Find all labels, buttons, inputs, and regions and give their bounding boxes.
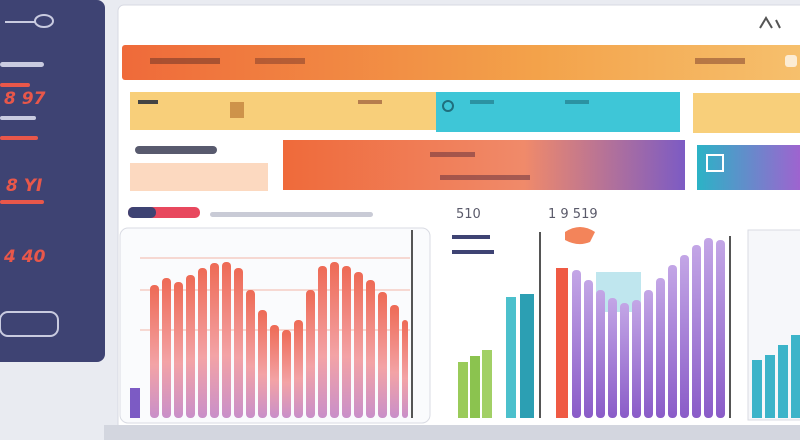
card — [436, 92, 680, 132]
decor-bar — [130, 388, 140, 418]
decor-bars — [752, 335, 800, 418]
window-shadow — [104, 425, 800, 440]
card-text-placeholder — [358, 100, 382, 104]
banner-text-placeholder — [440, 175, 530, 180]
header-bar — [122, 45, 800, 80]
header-text-placeholder — [255, 58, 305, 64]
section-label — [135, 146, 217, 154]
header-icon[interactable] — [785, 55, 797, 67]
menu-line — [0, 83, 30, 87]
card — [693, 93, 800, 133]
hand-illustration — [565, 227, 595, 245]
card — [130, 163, 268, 191]
sidebar-item[interactable]: 4 40 — [3, 247, 46, 267]
chart-legend — [452, 250, 494, 254]
card-text-placeholder — [138, 100, 158, 104]
menu-line — [0, 116, 36, 120]
menu-line — [0, 200, 44, 204]
header-text-placeholder — [150, 58, 220, 64]
decor-bars — [150, 262, 408, 418]
decor-bars — [556, 238, 725, 418]
decor-bars — [458, 294, 534, 418]
card-icon[interactable] — [706, 154, 724, 172]
banner-text-placeholder — [430, 152, 475, 157]
chart-legend — [452, 235, 490, 239]
header-text-placeholder — [695, 58, 745, 64]
tab-line — [210, 212, 373, 217]
window-icon[interactable] — [759, 16, 781, 29]
tab-part — [128, 207, 156, 218]
sidebar-item[interactable]: 8 97 — [4, 89, 46, 109]
sidebar — [0, 0, 105, 362]
card-icon — [230, 102, 244, 118]
menu-line — [0, 136, 38, 140]
sidebar-item[interactable]: 8 YI — [6, 176, 42, 196]
card-text-placeholder — [565, 100, 589, 104]
chart-label: 1 9 519 — [548, 207, 598, 222]
card — [130, 92, 436, 130]
sidebar-button[interactable] — [0, 311, 59, 337]
banner — [283, 140, 685, 190]
card — [697, 145, 800, 190]
chart-label: 510 — [456, 207, 481, 222]
card-text-placeholder — [470, 100, 494, 104]
card-icon — [442, 100, 454, 112]
menu-line — [0, 62, 44, 67]
